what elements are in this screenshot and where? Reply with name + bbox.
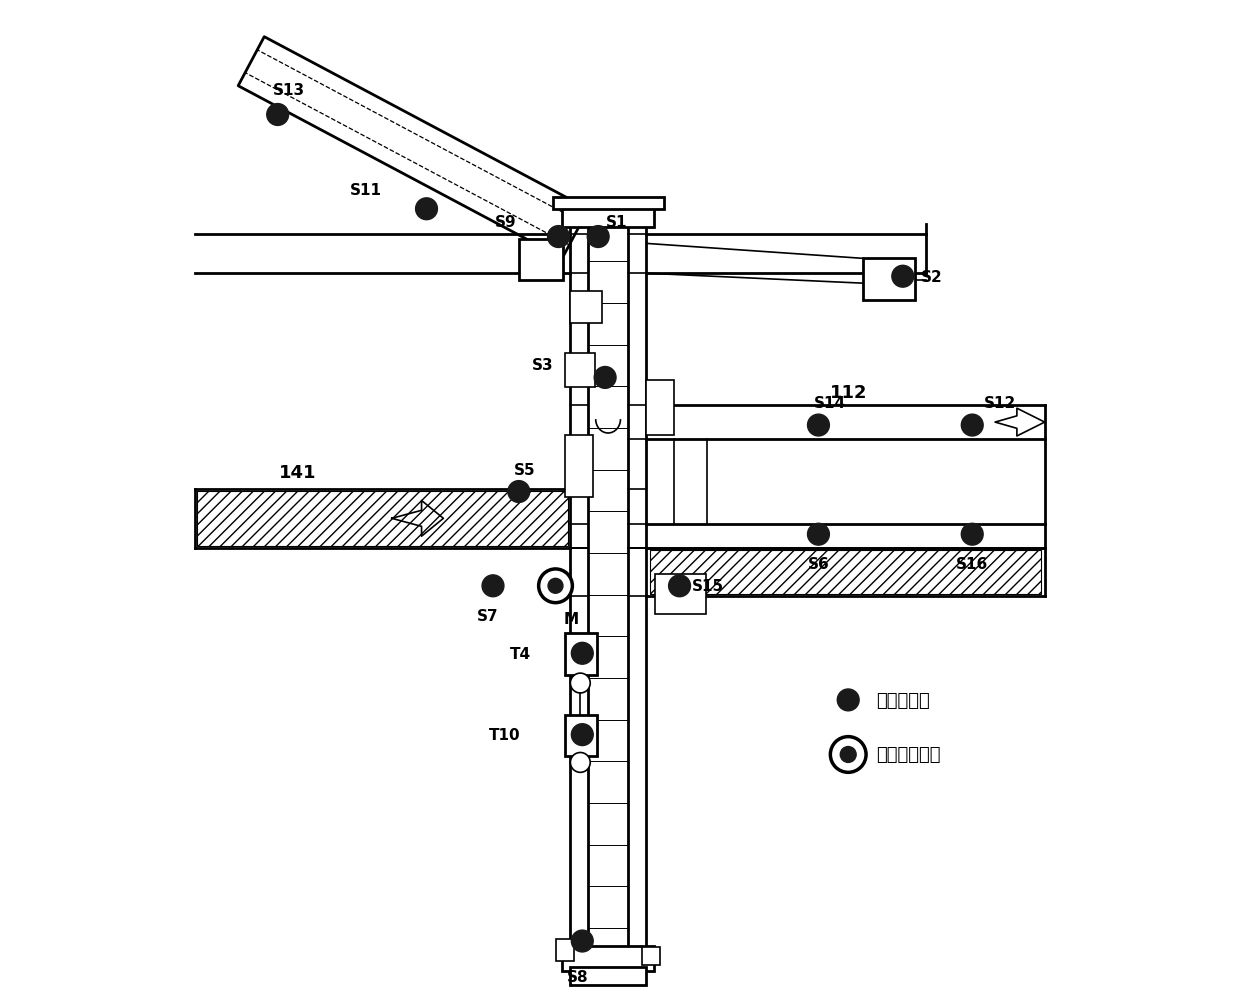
- Text: S1: S1: [606, 215, 627, 230]
- Text: S15: S15: [692, 579, 724, 593]
- Text: T4: T4: [510, 646, 531, 661]
- Circle shape: [570, 674, 590, 693]
- Text: T10: T10: [489, 728, 521, 743]
- Text: S16: S16: [956, 557, 988, 572]
- Text: S13: S13: [273, 83, 305, 97]
- Circle shape: [668, 576, 691, 597]
- Bar: [563, 946, 653, 971]
- Circle shape: [588, 227, 609, 248]
- Bar: [553, 198, 663, 210]
- Circle shape: [831, 737, 866, 772]
- Circle shape: [594, 367, 616, 389]
- Circle shape: [548, 579, 563, 593]
- Bar: [518, 240, 563, 281]
- Text: 微震传感器: 微震传感器: [875, 691, 930, 709]
- Circle shape: [538, 570, 573, 603]
- Circle shape: [508, 481, 529, 503]
- Bar: [565, 435, 593, 497]
- Circle shape: [267, 104, 289, 126]
- Text: S5: S5: [513, 462, 536, 477]
- Text: 141: 141: [279, 463, 316, 481]
- Bar: [642, 947, 660, 965]
- Circle shape: [807, 524, 830, 546]
- Bar: [565, 353, 595, 388]
- Circle shape: [892, 266, 914, 288]
- Bar: [863, 259, 915, 301]
- Bar: [646, 381, 673, 435]
- Text: S8: S8: [567, 969, 588, 984]
- Text: S12: S12: [985, 396, 1017, 411]
- Text: S9: S9: [495, 215, 517, 230]
- Circle shape: [570, 752, 590, 772]
- Text: S3: S3: [532, 358, 553, 373]
- Circle shape: [572, 643, 593, 665]
- Text: S11: S11: [350, 183, 382, 198]
- Circle shape: [961, 414, 983, 436]
- Text: 人工爆破事件: 人工爆破事件: [875, 746, 940, 763]
- Bar: [570, 967, 646, 985]
- Circle shape: [415, 199, 438, 221]
- Text: 112: 112: [830, 384, 867, 402]
- Circle shape: [572, 930, 593, 952]
- Circle shape: [837, 689, 859, 711]
- Text: S14: S14: [813, 396, 846, 411]
- Text: S2: S2: [920, 269, 942, 284]
- Bar: [570, 292, 603, 323]
- Bar: [565, 634, 598, 675]
- Bar: [650, 551, 1040, 594]
- Text: S6: S6: [807, 557, 830, 572]
- Bar: [197, 491, 568, 547]
- Circle shape: [548, 227, 569, 248]
- Bar: [565, 715, 598, 756]
- Circle shape: [841, 746, 856, 762]
- Text: M: M: [563, 611, 579, 626]
- Circle shape: [807, 414, 830, 436]
- Text: S7: S7: [477, 608, 498, 623]
- Bar: [655, 575, 707, 614]
- Bar: [557, 939, 574, 961]
- Bar: [563, 206, 653, 228]
- Circle shape: [572, 724, 593, 746]
- Circle shape: [961, 524, 983, 546]
- Circle shape: [482, 576, 503, 597]
